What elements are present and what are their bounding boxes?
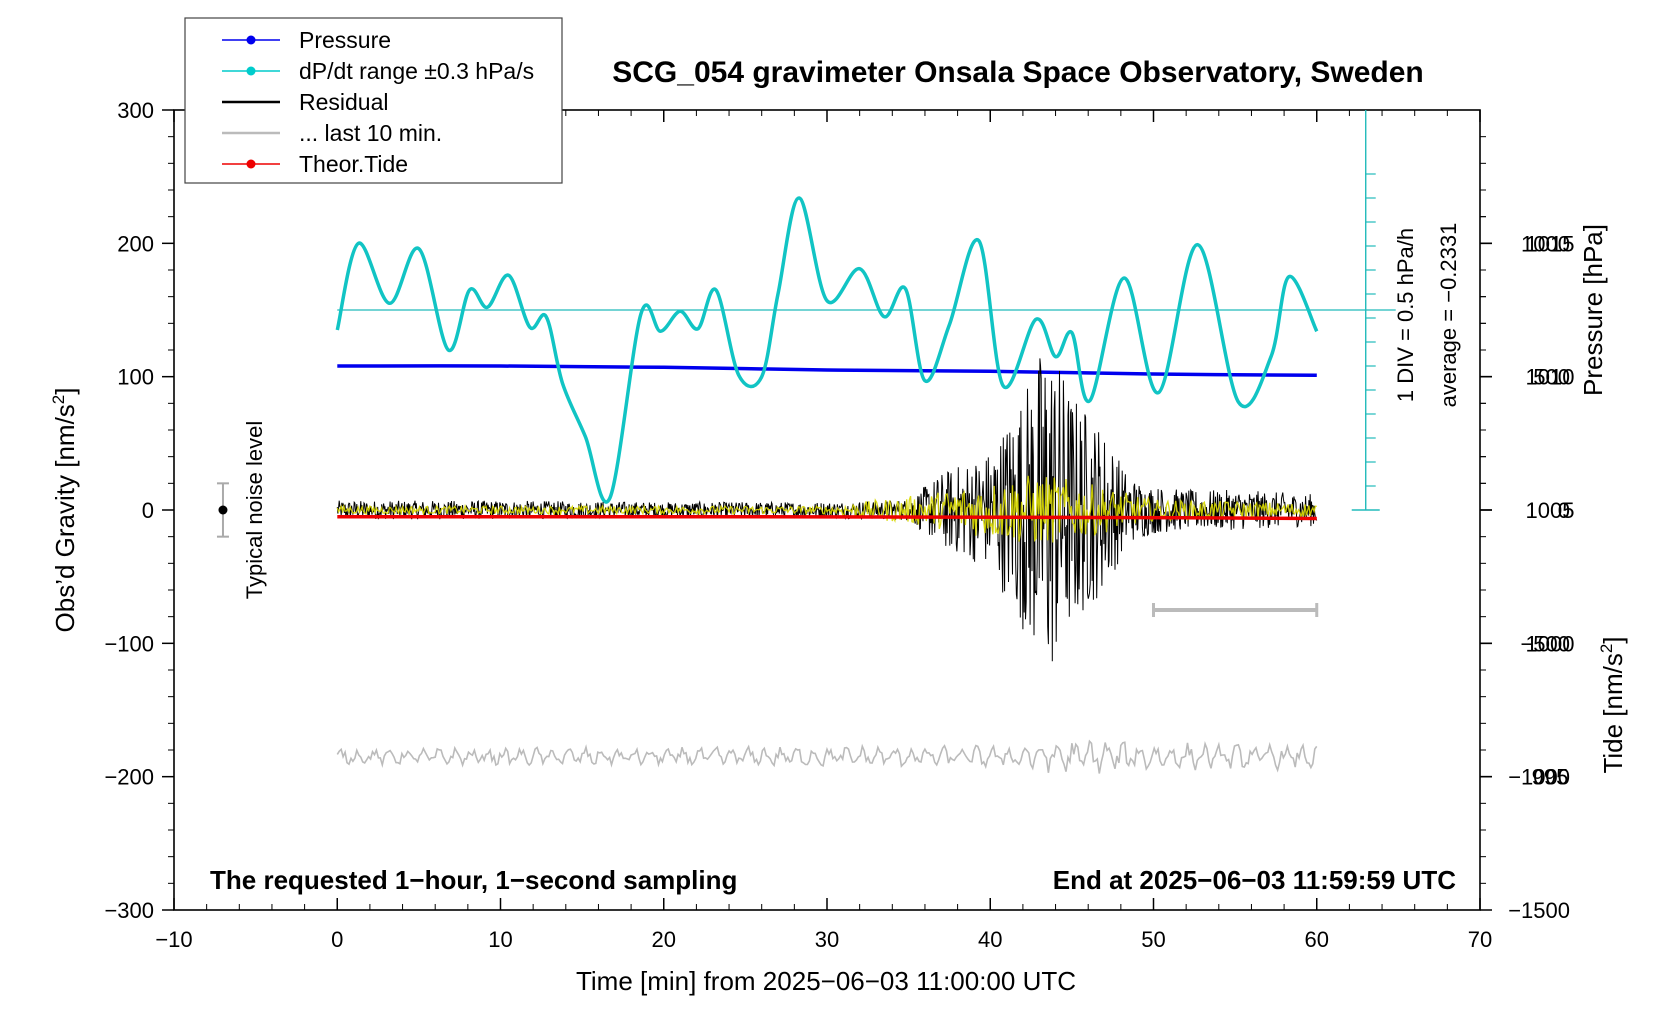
y-axis-label-tide: Tide [nm/s2] <box>1597 636 1628 773</box>
y-axis-label-gravity-main: Obs’d Gravity [nm/s <box>50 404 80 632</box>
tide-line <box>337 514 1317 521</box>
pressure-tick-label: 1000 <box>1526 631 1575 656</box>
y-tick-label: 0 <box>142 498 154 523</box>
noise-level-label: Typical noise level <box>242 421 267 600</box>
chart-title: SCG_054 gravimeter Onsala Space Observat… <box>612 56 1424 89</box>
series-layer <box>335 196 1396 774</box>
x-tick-label: 60 <box>1305 927 1329 952</box>
y-axis-label-gravity: Obs’d Gravity [nm/s2] <box>49 388 80 633</box>
last-10-min-line <box>336 739 1318 774</box>
legend: Pressure dP/dt range ±0.3 hPa/s Residual..… <box>184 17 563 184</box>
pressure-tick-label: 1005 <box>1526 498 1575 523</box>
y-axis-label-tide-sup: 2 <box>1597 644 1616 653</box>
average-label: average = −0.2331 <box>1436 223 1461 408</box>
tide-tick-label: −500 <box>1520 631 1570 656</box>
legend-label: Theor.Tide <box>299 151 408 177</box>
legend-marker <box>246 35 256 45</box>
tide-tick-label: 0 <box>1558 498 1570 523</box>
y-tick-label: 200 <box>117 231 154 256</box>
noise-bar-dot <box>218 505 228 515</box>
x-tick-label: 70 <box>1468 927 1492 952</box>
x-tick-label: 0 <box>331 927 343 952</box>
x-tick-label: 30 <box>815 927 839 952</box>
legend-label: Pressure <box>299 27 391 53</box>
axes-layer: −10 0 10 20 30 40 50 60 70−300−200−1000100200300… <box>104 98 1574 952</box>
tide-tick-label: 1000 <box>1521 231 1570 256</box>
tide-tick-label: 500 <box>1533 365 1570 390</box>
pressure-tick-label: 1015 <box>1526 231 1575 256</box>
y-axis-label-tide-end: ] <box>1598 636 1628 643</box>
y-axis-label-gravity-sup: 2 <box>49 395 68 404</box>
legend-marker <box>246 66 256 76</box>
y-tick-label: −200 <box>104 765 154 790</box>
x-tick-label: −10 <box>155 927 192 952</box>
y-tick-label: −100 <box>104 631 154 656</box>
pressure-tick-label: 995 <box>1532 765 1569 790</box>
y-tick-label: 100 <box>117 365 154 390</box>
residual-line <box>336 358 1318 662</box>
annotation-sampling: The requested 1−hour, 1−second sampling <box>210 865 737 895</box>
x-tick-label: 40 <box>978 927 1002 952</box>
tide-tick-label: −1000 <box>1508 765 1570 790</box>
plot-area <box>173 109 1481 911</box>
y-axis-label-tide-main: Tide [nm/s <box>1598 653 1628 773</box>
legend-box <box>184 17 563 184</box>
x-tick-label: 50 <box>1141 927 1165 952</box>
annotation-end-time: End at 2025−06−03 11:59:59 UTC <box>1053 865 1456 895</box>
legend-label: dP/dt range ±0.3 hPa/s <box>299 58 534 84</box>
x-axis-label: Time [min] from 2025−06−03 11:00:00 UTC <box>576 966 1076 996</box>
x-tick-label: 20 <box>652 927 676 952</box>
legend-label: Residual <box>299 89 389 115</box>
y-tick-label: −300 <box>104 898 154 923</box>
legend-label: ... last 10 min. <box>299 120 442 146</box>
y-axis-label-pressure: Pressure [hPa] <box>1578 224 1608 396</box>
y-tick-label: 300 <box>117 98 154 123</box>
div-scale-label: 1 DIV = 0.5 hPa/h <box>1393 228 1418 402</box>
y-axis-label-gravity-end: ] <box>50 388 80 395</box>
pressure-tick-label: 1010 <box>1526 365 1575 390</box>
legend-marker <box>246 159 256 169</box>
tide-tick-label: −1500 <box>1508 898 1570 923</box>
x-tick-label: 10 <box>488 927 512 952</box>
pressure-line <box>337 364 1317 378</box>
dpdt-line <box>335 196 1319 504</box>
